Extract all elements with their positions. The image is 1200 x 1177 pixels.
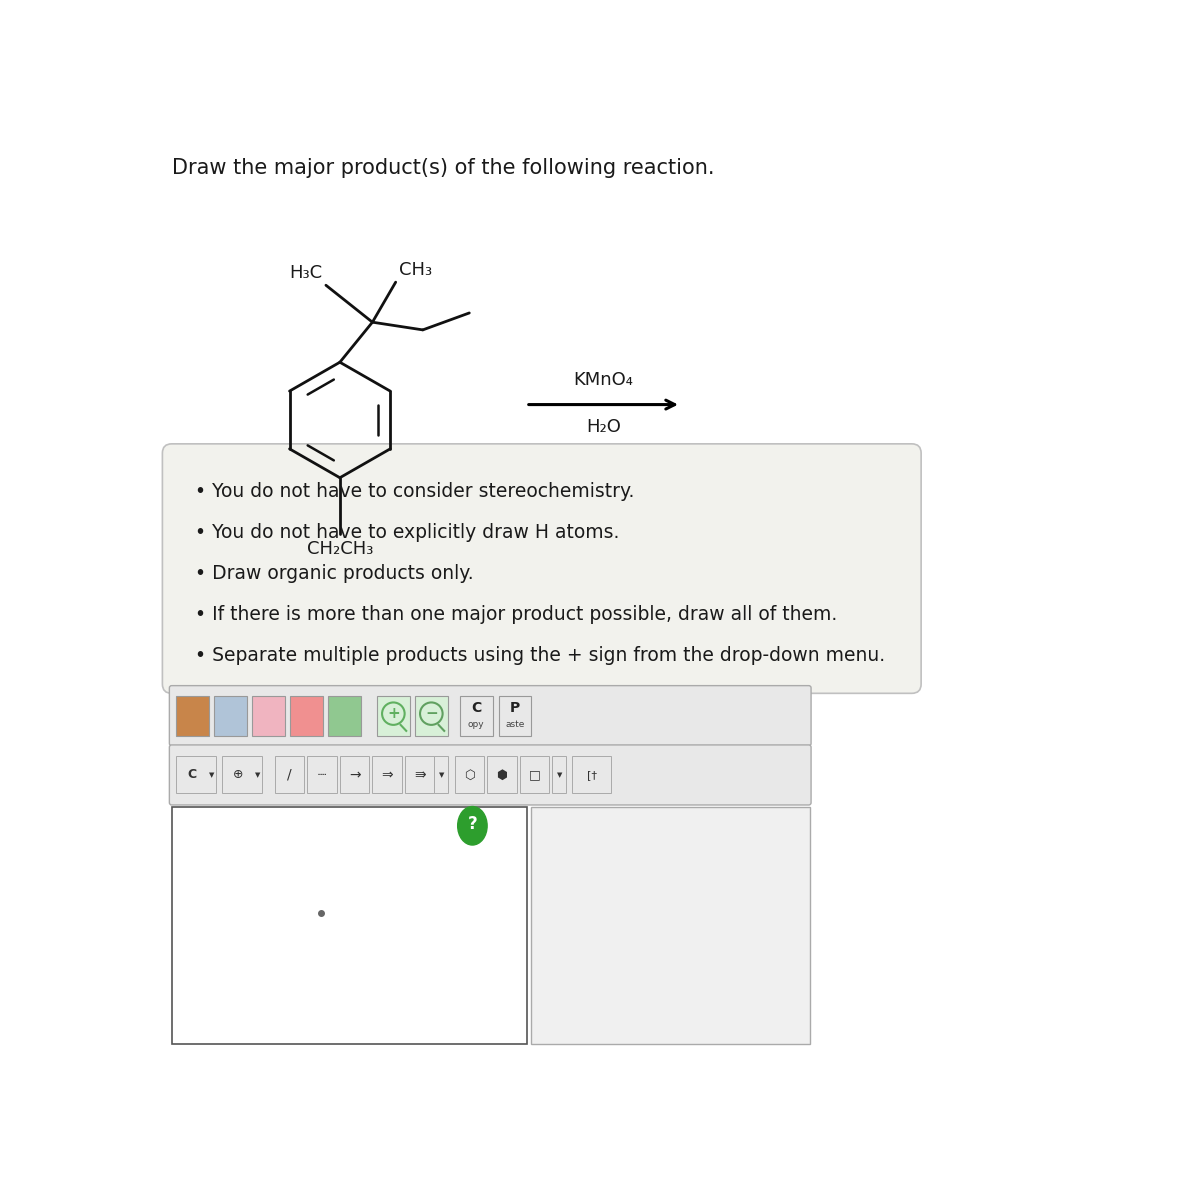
Bar [552,757,566,793]
Bar [460,696,492,736]
Bar [222,757,263,793]
Bar [175,757,216,793]
Text: ?: ? [468,816,478,833]
Text: P: P [510,701,520,716]
Bar [415,696,448,736]
Bar [340,757,370,793]
Ellipse shape [457,806,487,845]
FancyBboxPatch shape [169,686,811,746]
Text: /: / [287,767,292,782]
Text: ⇒: ⇒ [382,767,392,782]
Text: KMnO₄: KMnO₄ [574,371,634,390]
Bar [520,757,550,793]
Text: opy: opy [468,720,485,729]
Bar [404,757,434,793]
Text: ⊕: ⊕ [233,769,244,782]
Text: ⬢: ⬢ [497,769,508,782]
Bar [215,696,247,736]
Text: [†: [† [587,770,596,780]
FancyBboxPatch shape [169,745,811,805]
Bar [252,696,284,736]
Text: • You do not have to explicitly draw H atoms.: • You do not have to explicitly draw H a… [194,523,619,543]
Text: CH₂CH₃: CH₂CH₃ [307,540,373,558]
Text: • Separate multiple products using the + sign from the drop-down menu.: • Separate multiple products using the +… [194,646,886,665]
Text: ┈: ┈ [318,767,326,782]
Text: C: C [472,701,481,716]
Bar [275,757,305,793]
Text: ▼: ▼ [439,772,444,778]
Bar [307,757,337,793]
Text: CH₃: CH₃ [398,261,432,279]
Text: ▼: ▼ [256,772,260,778]
Text: H₃C: H₃C [289,264,323,282]
Bar [434,757,449,793]
Bar [455,757,484,793]
Text: • You do not have to consider stereochemistry.: • You do not have to consider stereochem… [194,483,635,501]
Text: ▼: ▼ [209,772,214,778]
Bar [532,806,810,1044]
Text: □: □ [528,769,540,782]
Bar [176,696,209,736]
Bar [487,757,516,793]
Text: ⬡: ⬡ [464,769,475,782]
Text: ⇛: ⇛ [414,767,426,782]
Bar [290,696,323,736]
Bar [499,696,532,736]
Bar [572,757,611,793]
Bar [377,696,409,736]
Text: • If there is more than one major product possible, draw all of them.: • If there is more than one major produc… [194,605,838,624]
Text: • Draw organic products only.: • Draw organic products only. [194,564,474,583]
Text: ▼: ▼ [557,772,562,778]
Text: →: → [349,767,360,782]
Text: C: C [187,769,197,782]
Bar [329,696,361,736]
Bar [172,806,527,1044]
Bar [372,757,402,793]
Text: −: − [425,706,438,722]
Text: aste: aste [505,720,524,729]
Text: H₂O: H₂O [586,419,620,437]
FancyBboxPatch shape [162,444,922,693]
Text: Draw the major product(s) of the following reaction.: Draw the major product(s) of the followi… [172,158,714,178]
Text: +: + [386,706,400,722]
